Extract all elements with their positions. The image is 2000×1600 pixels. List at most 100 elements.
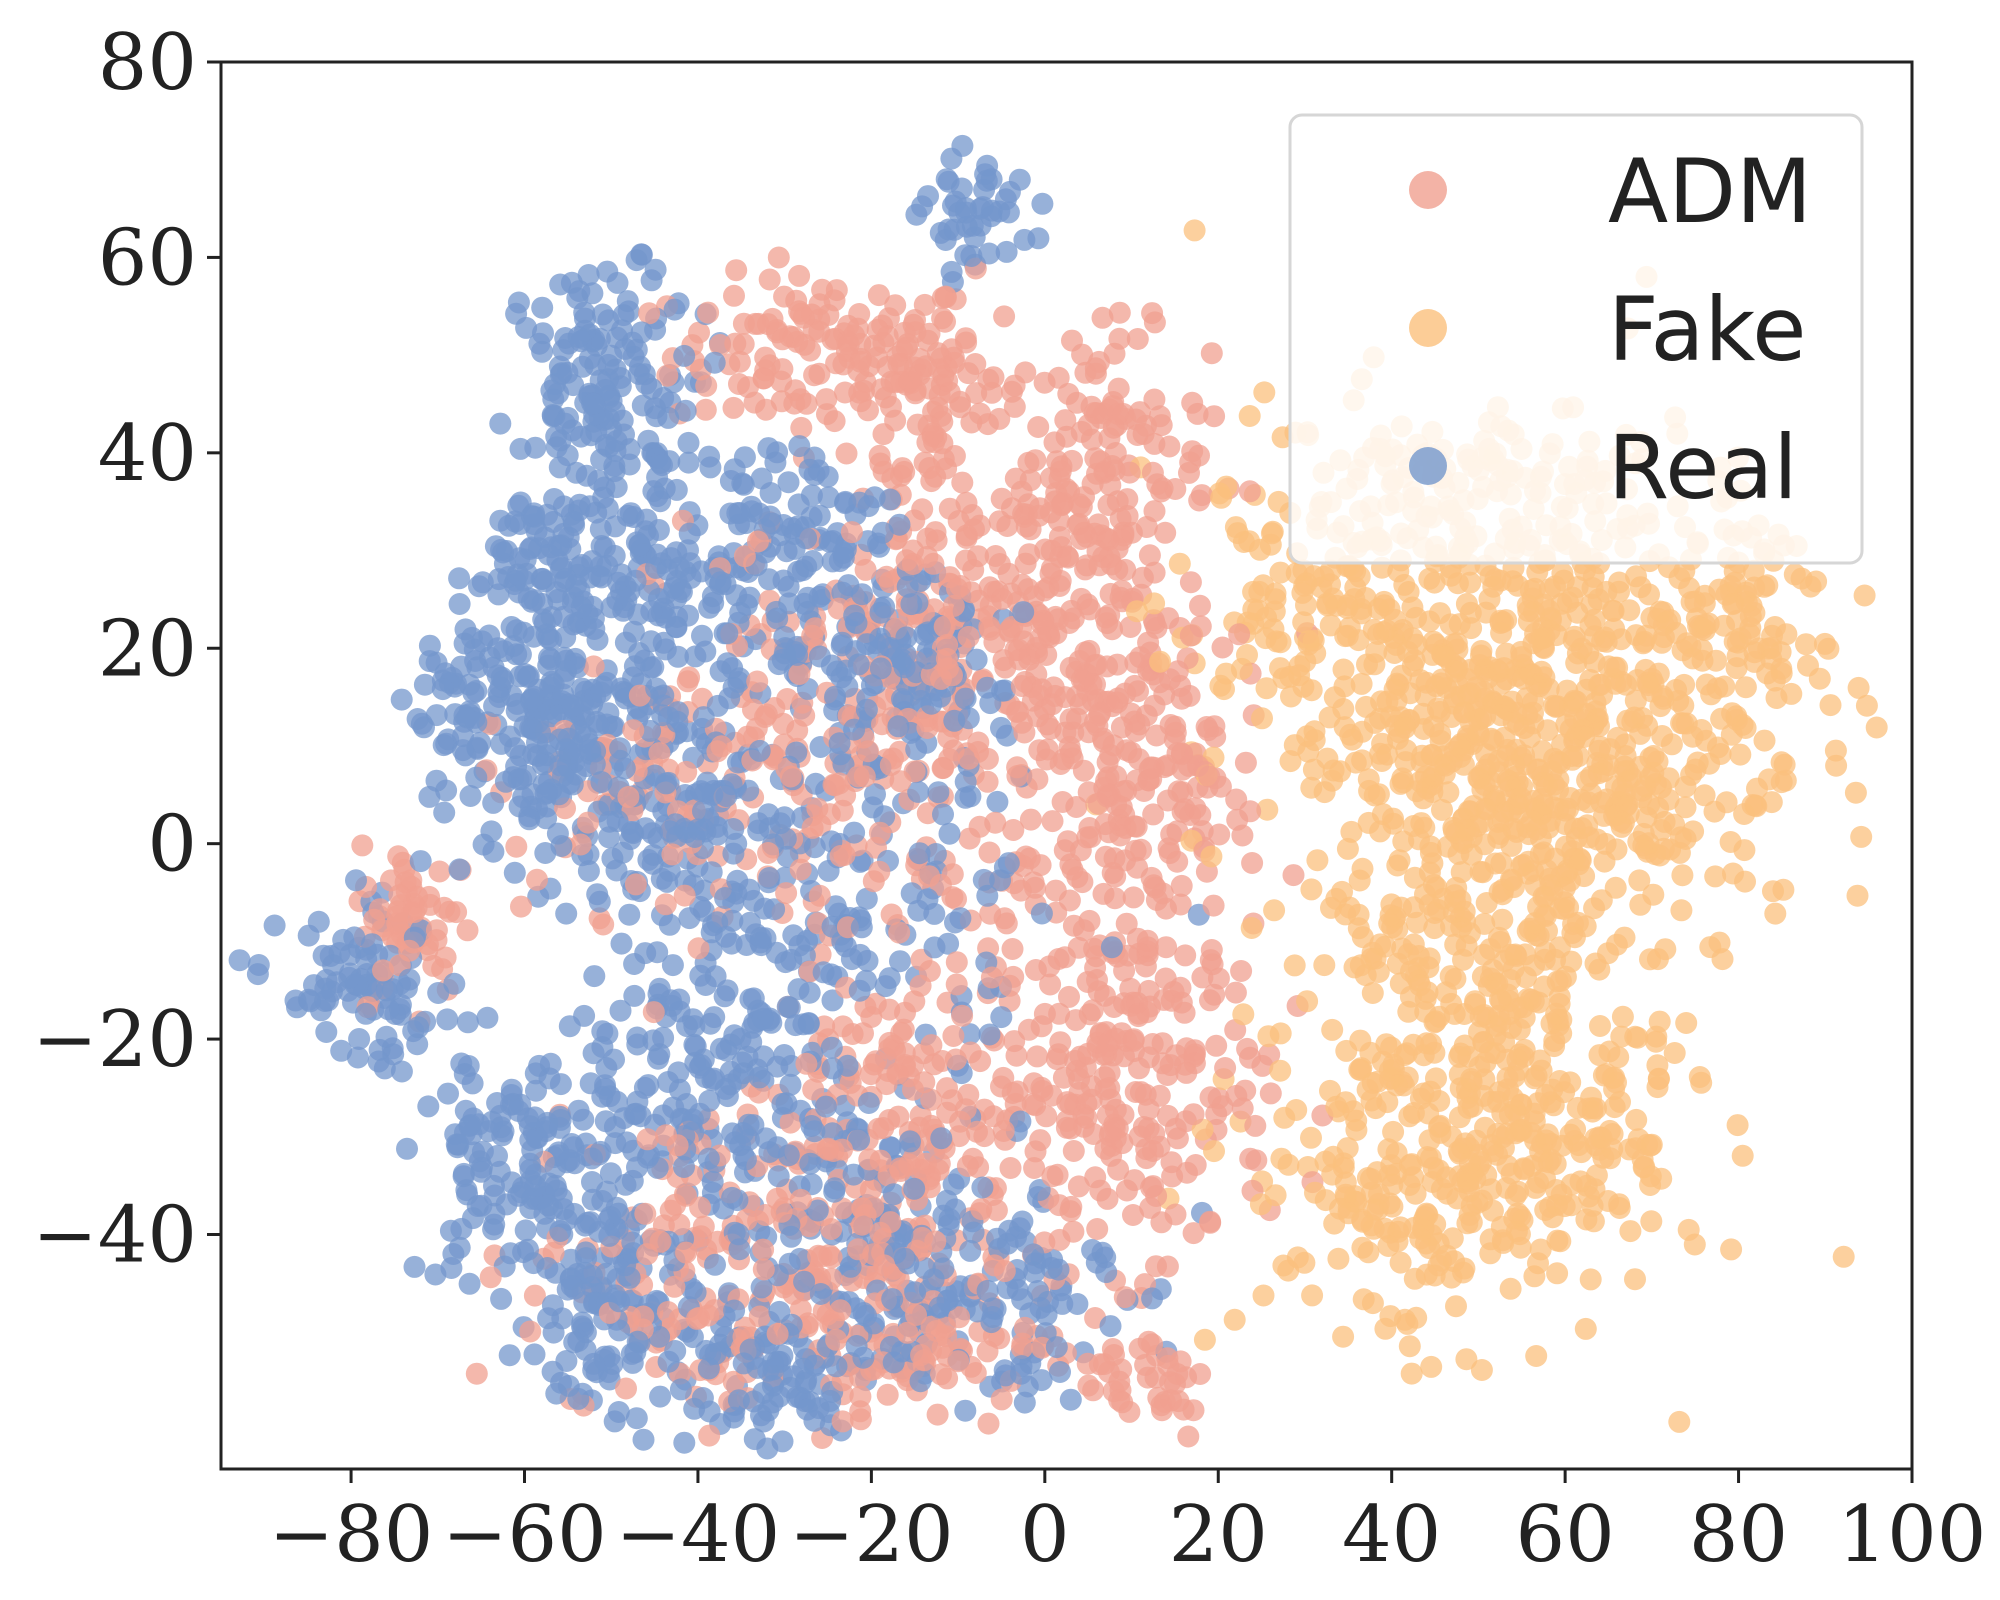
scatter-point-real — [594, 1110, 617, 1133]
scatter-point-adm — [890, 1021, 913, 1044]
scatter-point-adm — [880, 903, 903, 926]
scatter-point-fake — [1579, 668, 1602, 691]
scatter-point-real — [850, 916, 873, 939]
scatter-point-adm — [654, 893, 677, 916]
scatter-point-adm — [656, 364, 679, 387]
scatter-point-real — [641, 822, 664, 845]
scatter-point-fake — [1223, 1308, 1246, 1331]
scatter-point-real — [550, 556, 573, 579]
scatter-point-real — [662, 1096, 685, 1119]
scatter-point-fake — [1765, 687, 1788, 709]
scatter-point-real — [553, 412, 576, 435]
scatter-point-adm — [692, 1215, 715, 1238]
scatter-point-adm — [1134, 955, 1157, 978]
scatter-point-fake — [1377, 1138, 1400, 1161]
scatter-point-real — [486, 1092, 509, 1114]
scatter-point-real — [527, 885, 550, 908]
scatter-point-adm — [924, 1230, 947, 1253]
scatter-point-real — [425, 769, 448, 792]
scatter-point-adm — [995, 912, 1018, 935]
scatter-point-fake — [1724, 571, 1747, 594]
scatter-point-adm — [1129, 1081, 1152, 1104]
scatter-point-fake — [1435, 981, 1458, 1004]
scatter-point-real — [752, 1410, 775, 1433]
scatter-point-adm — [955, 549, 977, 572]
scatter-point-real — [986, 790, 1009, 813]
scatter-point-real — [439, 1219, 462, 1242]
scatter-point-fake — [1734, 676, 1757, 699]
scatter-point-adm — [1170, 874, 1193, 897]
scatter-point-real — [817, 486, 840, 509]
scatter-point-fake — [1453, 1257, 1476, 1280]
scatter-point-adm — [1081, 999, 1104, 1022]
scatter-point-adm — [1032, 610, 1055, 633]
scatter-point-adm — [1239, 1147, 1262, 1170]
scatter-point-fake — [1647, 1068, 1670, 1090]
scatter-point-fake — [1427, 1232, 1450, 1255]
scatter-point-fake — [1546, 1229, 1569, 1252]
scatter-point-adm — [1164, 1117, 1187, 1140]
scatter-point-real — [662, 576, 685, 599]
scatter-point-adm — [857, 399, 879, 422]
scatter-point-real — [228, 949, 251, 972]
scatter-point-adm — [870, 378, 893, 401]
scatter-point-fake — [1295, 594, 1317, 617]
scatter-point-adm — [888, 921, 911, 944]
scatter-point-adm — [835, 442, 858, 465]
scatter-point-fake — [1445, 1295, 1467, 1318]
scatter-point-adm — [976, 770, 999, 793]
scatter-point-adm — [964, 1362, 987, 1384]
scatter-point-real — [678, 907, 701, 930]
scatter-point-adm — [931, 1336, 954, 1359]
scatter-point-adm — [1074, 558, 1097, 581]
scatter-point-real — [488, 1160, 511, 1183]
scatter-point-fake — [1304, 1181, 1326, 1204]
scatter-point-real — [809, 1283, 832, 1305]
scatter-point-fake — [1319, 559, 1342, 582]
scatter-point-adm — [1076, 593, 1099, 616]
scatter-point-fake — [1795, 633, 1817, 656]
scatter-point-adm — [920, 1034, 943, 1057]
scatter-point-adm — [1140, 1176, 1163, 1199]
scatter-point-real — [645, 677, 668, 700]
scatter-point-fake — [1588, 1044, 1611, 1067]
scatter-point-real — [722, 1406, 745, 1429]
scatter-point-real — [589, 518, 612, 541]
scatter-point-fake — [1574, 1317, 1597, 1340]
scatter-point-adm — [1108, 301, 1131, 324]
scatter-point-adm — [832, 1015, 854, 1038]
scatter-point-real — [828, 732, 851, 755]
scatter-point-real — [993, 679, 1016, 702]
scatter-point-fake — [1332, 1325, 1355, 1348]
scatter-point-fake — [1302, 629, 1325, 652]
scatter-point-real — [1099, 1315, 1122, 1338]
scatter-point-real — [555, 1350, 578, 1372]
scatter-point-real — [530, 568, 553, 590]
scatter-point-fake — [1193, 1328, 1216, 1351]
scatter-point-real — [621, 1231, 644, 1254]
scatter-point-real — [424, 1263, 447, 1286]
scatter-point-fake — [1639, 948, 1661, 971]
scatter-point-fake — [1238, 405, 1261, 427]
scatter-point-adm — [582, 655, 605, 678]
scatter-point-real — [652, 1026, 675, 1049]
scatter-point-fake — [1647, 797, 1670, 819]
scatter-point-adm — [1258, 1043, 1281, 1066]
scatter-point-adm — [788, 264, 811, 287]
scatter-point-real — [607, 1202, 630, 1225]
scatter-point-adm — [722, 396, 745, 419]
scatter-point-adm — [1170, 687, 1193, 710]
scatter-point-real — [1011, 1210, 1034, 1233]
scatter-point-fake — [1731, 1144, 1754, 1167]
scatter-point-real — [609, 999, 632, 1022]
scatter-point-adm — [904, 379, 927, 402]
scatter-point-adm — [1049, 546, 1072, 568]
scatter-point-adm — [864, 992, 887, 1015]
scatter-point-adm — [754, 706, 776, 728]
scatter-point-adm — [588, 907, 611, 930]
scatter-point-fake — [1608, 571, 1631, 594]
scatter-point-adm — [867, 284, 890, 307]
scatter-point-adm — [1094, 845, 1117, 868]
scatter-point-adm — [1096, 655, 1119, 678]
